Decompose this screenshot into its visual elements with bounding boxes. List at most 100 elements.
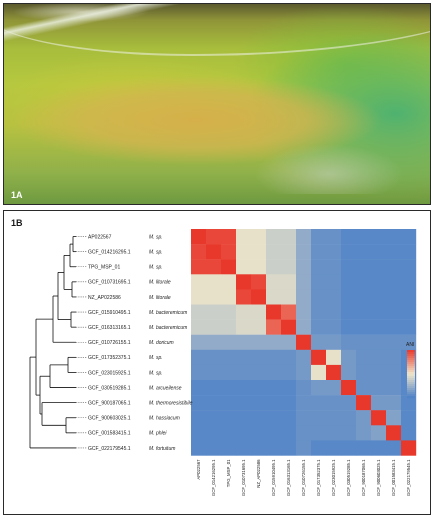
heatmap-cell xyxy=(371,289,387,305)
row-accession-label: GCF_900603025.1 xyxy=(88,416,131,422)
heatmap-cell xyxy=(236,440,252,456)
heatmap-cell xyxy=(191,304,207,320)
row-species-label: M. doricum xyxy=(149,340,174,346)
heatmap-cell xyxy=(386,410,402,426)
heatmap-cell xyxy=(371,395,387,411)
surface-scratch xyxy=(254,144,404,194)
legend-color-step xyxy=(407,392,415,395)
heatmap-cell xyxy=(386,319,402,335)
heatmap-cell xyxy=(281,425,297,441)
heatmap-cell xyxy=(386,380,402,396)
heatmap-cell xyxy=(311,364,327,381)
heatmap-cell xyxy=(386,440,402,456)
legend-color-step xyxy=(407,378,415,381)
heatmap-cell xyxy=(326,334,342,350)
legend-color-step xyxy=(407,394,415,397)
heatmap-cell xyxy=(221,289,237,305)
heatmap-cell xyxy=(386,334,402,350)
row-species-label: M. sp. xyxy=(149,249,163,255)
heatmap-cell xyxy=(326,410,342,426)
heatmap-cell xyxy=(326,395,342,411)
heatmap-cell xyxy=(326,229,342,245)
heatmap-cell xyxy=(251,304,267,320)
heatmap-cell xyxy=(311,349,327,366)
heatmap-cell xyxy=(386,244,402,260)
heatmap-cell xyxy=(251,349,267,366)
heatmap-cell xyxy=(386,425,402,441)
heatmap-cell xyxy=(296,289,312,305)
heatmap-cell xyxy=(236,259,252,275)
heatmap-cell xyxy=(191,380,207,396)
heatmap-cell xyxy=(281,259,297,275)
row-species-label: M. bacteremicum xyxy=(149,325,187,331)
legend-color-step xyxy=(407,396,415,399)
row-species-label: M. sp. xyxy=(149,265,163,271)
heatmap-cell xyxy=(386,304,402,320)
row-accession-label: AP022567 xyxy=(88,234,112,240)
heatmap-cell xyxy=(251,395,267,411)
heatmap-cell xyxy=(191,364,207,381)
legend-color-step xyxy=(407,354,415,357)
heatmap-cell xyxy=(371,304,387,320)
legend-color-step xyxy=(407,360,415,363)
heatmap-cell xyxy=(296,349,312,366)
row-accession-label: NZ_AP022586 xyxy=(88,295,121,301)
heatmap-cell xyxy=(206,334,222,350)
heatmap-cell xyxy=(251,244,267,260)
legend-color-step xyxy=(407,386,415,389)
heatmap-cell xyxy=(191,334,207,350)
row-accession-label: GCF_023015925.1 xyxy=(88,370,131,376)
heatmap-cell xyxy=(401,395,417,411)
heatmap-cell xyxy=(341,334,357,350)
heatmap-cell xyxy=(311,259,327,275)
heatmap-cell xyxy=(266,304,282,320)
legend-color-step xyxy=(407,374,415,377)
heatmap-cell xyxy=(326,364,342,381)
heatmap-cell xyxy=(371,440,387,456)
heatmap-cell xyxy=(296,274,312,290)
heatmap-cell xyxy=(356,289,372,305)
heatmap-cell xyxy=(341,259,357,275)
heatmap-cell xyxy=(266,244,282,260)
heatmap-cell xyxy=(266,380,282,396)
heatmap-cell xyxy=(191,244,207,260)
heatmap-cell xyxy=(266,319,282,335)
row-species-label: M. sp. xyxy=(149,234,163,240)
legend-color-step xyxy=(407,366,415,369)
heatmap-cell xyxy=(296,410,312,426)
heatmap-cell xyxy=(221,364,237,381)
heatmap-cell xyxy=(206,274,222,290)
column-label: GCF_022179545.1 xyxy=(406,459,411,496)
column-label: GCF_030519285.1 xyxy=(346,459,351,496)
heatmap-cell xyxy=(206,380,222,396)
column-label: GCF_017352375.1 xyxy=(316,459,321,496)
heatmap-cell xyxy=(251,334,267,350)
column-label: GCF_900603025.1 xyxy=(376,459,381,496)
column-label: NZ_AP022586 xyxy=(256,459,261,488)
row-accession-label: GCF_001583415.1 xyxy=(88,431,131,437)
heatmap-cell xyxy=(266,289,282,305)
heatmap-cell xyxy=(236,395,252,411)
heatmap-cell xyxy=(401,274,417,290)
heatmap-cell xyxy=(341,229,357,245)
column-label: GCF_016313165.1 xyxy=(286,459,291,496)
column-label: GCF_015910495.1 xyxy=(271,459,276,496)
heatmap-cell xyxy=(341,274,357,290)
heatmap-cell xyxy=(266,425,282,441)
row-species-label: M. hassiacum xyxy=(149,416,180,422)
heatmap-cell xyxy=(266,410,282,426)
heatmap-cell xyxy=(401,304,417,320)
row-accession-label: GCF_022179545.1 xyxy=(88,446,131,452)
heatmap-cell xyxy=(251,259,267,275)
heatmap-cell xyxy=(356,244,372,260)
heatmap-cell xyxy=(371,274,387,290)
heatmap-cell xyxy=(371,364,387,381)
legend-color-step xyxy=(407,350,415,353)
heatmap-cell xyxy=(401,229,417,245)
row-accession-label: GCF_010731695.1 xyxy=(88,280,131,286)
row-species-label: M. bacteremicum xyxy=(149,310,187,316)
heatmap-cell xyxy=(311,289,327,305)
heatmap-cell xyxy=(296,334,312,350)
heatmap-cell xyxy=(191,319,207,335)
heatmap-cell xyxy=(341,244,357,260)
